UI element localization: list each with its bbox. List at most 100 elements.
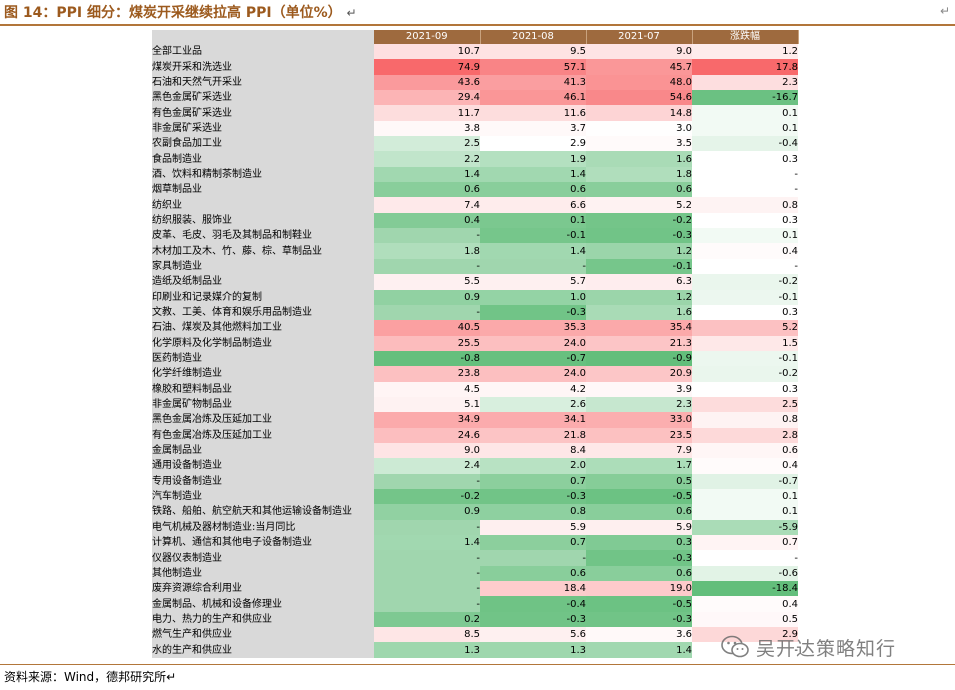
change-cell: 0.1 bbox=[692, 120, 798, 137]
industry-name: 纺织业 bbox=[152, 197, 374, 213]
yoy-cell: 24.0 bbox=[480, 335, 586, 351]
yoy-cell: 21.3 bbox=[586, 335, 692, 351]
industry-name: 家具制造业 bbox=[152, 258, 374, 275]
change-cell: 0.4 bbox=[692, 458, 798, 474]
yoy-cell: - bbox=[374, 473, 480, 489]
change-cell: - bbox=[692, 258, 798, 275]
yoy-cell: 1.4 bbox=[374, 535, 480, 551]
table-row: 食品制造业 2.2 1.9 1.6 0.3 bbox=[152, 151, 798, 167]
change-cell: -0.1 bbox=[692, 289, 798, 305]
change-cell: 0.1 bbox=[692, 228, 798, 244]
table-row: 黑色金属矿采选业 29.4 46.1 54.6 -16.7 bbox=[152, 90, 798, 106]
yoy-cell: 9.0 bbox=[374, 442, 480, 459]
change-cell: 2.9 bbox=[692, 627, 798, 643]
yoy-cell: 43.6 bbox=[374, 74, 480, 91]
table-row: 全部工业品 10.7 9.5 9.0 1.2 bbox=[152, 44, 798, 60]
industry-name: 电力、热力的生产和供应业 bbox=[152, 611, 374, 628]
footer-rule bbox=[0, 664, 955, 665]
yoy-cell: 24.0 bbox=[480, 366, 586, 382]
change-cell: 2.8 bbox=[692, 427, 798, 443]
yoy-cell: 0.9 bbox=[374, 289, 480, 305]
yoy-cell: 8.5 bbox=[374, 627, 480, 643]
source-note: 资料来源：Wind，德邦研究所↵ bbox=[4, 670, 177, 684]
yoy-cell: -0.3 bbox=[480, 304, 586, 321]
yoy-cell: - bbox=[374, 581, 480, 597]
table-row: 其他制造业 -0.6 0.6 -0.6 bbox=[152, 565, 798, 582]
table-row: 石油、煤炭及其他燃料加工业 40.5 35.3 35.4 5.2 bbox=[152, 320, 798, 336]
change-cell: - bbox=[692, 182, 798, 198]
industry-name: 化学原料及化学制品制造业 bbox=[152, 335, 374, 351]
table-row: 纺织服装、服饰业 0.4 0.1 -0.2 0.3 bbox=[152, 212, 798, 229]
change-cell: -0.7 bbox=[692, 473, 798, 489]
yoy-cell: 0.2 bbox=[374, 611, 480, 628]
change-cell: 0.8 bbox=[692, 197, 798, 213]
yoy-cell: 1.8 bbox=[586, 166, 692, 183]
yoy-cell: 23.8 bbox=[374, 366, 480, 382]
yoy-cell: - bbox=[374, 565, 480, 582]
yoy-cell: 1.9 bbox=[480, 151, 586, 167]
yoy-cell: -0.1 bbox=[480, 228, 586, 244]
table-header-row: 2021-09 2021-08 2021-07 涨跌幅 bbox=[152, 30, 799, 44]
yoy-cell: 19.0 bbox=[586, 581, 692, 597]
yoy-cell: -0.3 bbox=[480, 488, 586, 505]
yoy-cell: 9.5 bbox=[480, 44, 586, 60]
yoy-cell: 35.3 bbox=[480, 320, 586, 336]
industry-name: 纺织服装、服饰业 bbox=[152, 212, 374, 229]
yoy-cell: 5.9 bbox=[480, 519, 586, 535]
change-cell: 0.5 bbox=[692, 611, 798, 628]
table-row: 非金属矿物制品业 5.1 2.6 2.3 2.5 bbox=[152, 396, 798, 413]
table-row: 化学纤维制造业 23.8 24.0 20.9 -0.2 bbox=[152, 366, 798, 382]
change-cell: -18.4 bbox=[692, 581, 798, 597]
change-cell: 1.5 bbox=[692, 335, 798, 351]
industry-name: 黑色金属冶炼及压延加工业 bbox=[152, 412, 374, 428]
industry-name: 铁路、船舶、航空航天和其他运输设备制造业 bbox=[152, 504, 374, 520]
yoy-cell: 1.4 bbox=[480, 243, 586, 259]
yoy-cell: 1.6 bbox=[586, 304, 692, 321]
industry-name: 木材加工及木、竹、藤、棕、草制品业 bbox=[152, 243, 374, 259]
yoy-cell: 20.9 bbox=[586, 366, 692, 382]
industry-name: 农副食品加工业 bbox=[152, 136, 374, 152]
industry-name: 燃气生产和供应业 bbox=[152, 627, 374, 643]
change-cell: 0.3 bbox=[692, 381, 798, 397]
industry-name: 仪器仪表制造业 bbox=[152, 550, 374, 566]
yoy-cell: -0.3 bbox=[586, 550, 692, 566]
table-row: 黑色金属冶炼及压延加工业 34.9 34.1 33.0 0.8 bbox=[152, 412, 798, 428]
table-row: 橡胶和塑料制品业 4.5 4.2 3.9 0.3 bbox=[152, 381, 798, 397]
yoy-cell: 3.6 bbox=[586, 627, 692, 643]
table-row: 皮革、毛皮、羽毛及其制品和制鞋业 - -0.1 -0.3 0.1 bbox=[152, 228, 798, 244]
industry-name: 通用设备制造业 bbox=[152, 458, 374, 474]
yoy-cell: 2.3 bbox=[586, 396, 692, 413]
corner-paragraph-mark: ↵ bbox=[940, 4, 951, 18]
yoy-cell: 1.4 bbox=[480, 166, 586, 183]
change-cell: 0.3 bbox=[692, 151, 798, 167]
industry-name: 皮革、毛皮、羽毛及其制品和制鞋业 bbox=[152, 228, 374, 244]
yoy-cell: 0.3 bbox=[586, 535, 692, 551]
table-row: 家具制造业 - - -0.1- bbox=[152, 258, 798, 275]
industry-name: 非金属矿物制品业 bbox=[152, 396, 374, 413]
yoy-cell: -0.4 bbox=[480, 596, 586, 612]
yoy-cell: 0.6 bbox=[374, 182, 480, 198]
yoy-cell: 2.4 bbox=[374, 458, 480, 474]
table-row: 金属制品、机械和设备修理业 - -0.4 -0.5 0.4 bbox=[152, 596, 798, 612]
yoy-cell: 5.9 bbox=[586, 519, 692, 535]
yoy-cell: 5.5 bbox=[374, 274, 480, 290]
yoy-cell: 11.6 bbox=[480, 105, 586, 121]
industry-name: 石油和天然气开采业 bbox=[152, 74, 374, 91]
change-cell: 0.8 bbox=[692, 412, 798, 428]
yoy-cell: 34.1 bbox=[480, 412, 586, 428]
table-row: 燃气生产和供应业 8.5 5.6 3.6 2.9 bbox=[152, 627, 798, 643]
yoy-cell: 0.7 bbox=[480, 473, 586, 489]
table-row: 印刷业和记录媒介的复制 0.9 1.0 1.2 -0.1 bbox=[152, 289, 798, 305]
yoy-cell: 1.4 bbox=[374, 166, 480, 183]
industry-name: 医药制造业 bbox=[152, 350, 374, 367]
industry-name: 印刷业和记录媒介的复制 bbox=[152, 289, 374, 305]
yoy-cell: -0.7 bbox=[480, 350, 586, 367]
table-row: 医药制造业 -0.8 -0.7 -0.9 -0.1 bbox=[152, 350, 798, 367]
yoy-cell: 0.7 bbox=[480, 535, 586, 551]
yoy-cell: -0.1 bbox=[586, 258, 692, 275]
change-cell: -5.9 bbox=[692, 519, 798, 535]
yoy-cell: -0.2 bbox=[586, 212, 692, 229]
yoy-cell: 18.4 bbox=[480, 581, 586, 597]
change-cell: - bbox=[692, 166, 798, 183]
yoy-cell: -0.2 bbox=[374, 488, 480, 505]
